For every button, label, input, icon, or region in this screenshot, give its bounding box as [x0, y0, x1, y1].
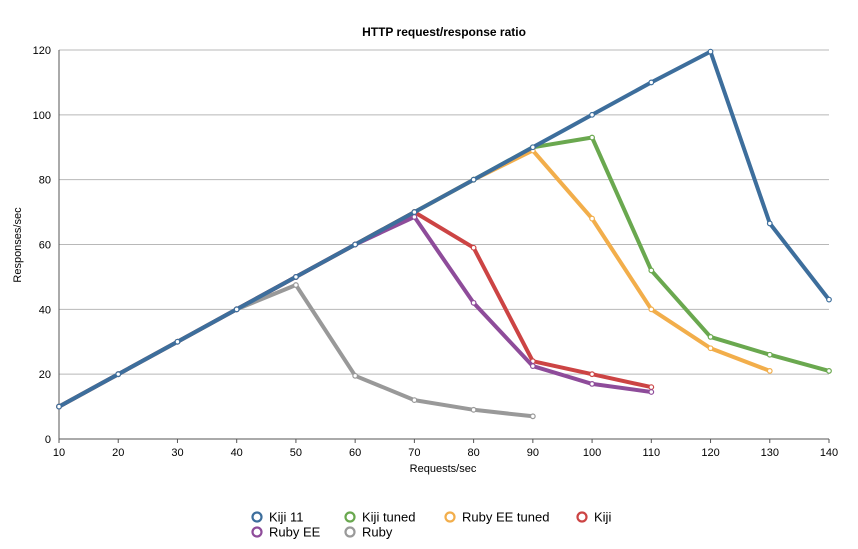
- series-kiji-11: [56, 48, 832, 410]
- data-point-kiji-11-140: [826, 296, 832, 303]
- data-point-kiji-tuned-110: [648, 267, 655, 274]
- data-point-ruby-ee-80: [470, 299, 477, 306]
- x-tick-label-40: 40: [231, 447, 243, 459]
- data-point-ruby-ee-tuned-120: [707, 345, 714, 352]
- x-tick-label-100: 100: [583, 447, 601, 459]
- data-point-kiji-11-20: [115, 371, 122, 378]
- data-point-kiji-11-80: [470, 176, 477, 183]
- data-point-kiji-tuned-120: [707, 333, 714, 340]
- data-point-kiji-tuned-100: [589, 134, 595, 141]
- legend-marker-ruby-ee: [251, 526, 263, 538]
- x-tick-label-110: 110: [643, 447, 661, 459]
- data-point-kiji-11-40: [233, 306, 240, 313]
- axes: [58, 50, 830, 443]
- legend: Kiji 11 Kiji tuned Ruby EE tuned Kiji Ruby E…: [251, 510, 611, 540]
- series-line-kiji-11: [57, 49, 831, 409]
- y-tick-labels: 0 20 40 60 80 100 120: [33, 45, 51, 446]
- data-point-kiji-110: [648, 384, 655, 391]
- data-point-ruby-70: [411, 397, 418, 404]
- x-tick-label-70: 70: [408, 447, 420, 459]
- legend-item-ruby: Ruby: [344, 525, 393, 540]
- series-ruby: [56, 282, 536, 420]
- data-point-ruby-ee-tuned-130: [766, 368, 773, 374]
- legend-label-kiji-11: Kiji 11: [269, 510, 303, 525]
- data-point-kiji-11-90: [529, 144, 536, 151]
- legend-marker-ruby-ee-tuned: [444, 511, 456, 523]
- series-line-kiji-tuned: [57, 135, 831, 409]
- data-point-kiji-11-10: [56, 403, 62, 410]
- x-axis-title: Requests/sec: [410, 463, 477, 475]
- x-tick-label-90: 90: [527, 447, 539, 459]
- legend-item-ruby-ee-tuned: Ruby EE tuned: [444, 510, 549, 525]
- legend-label-ruby-ee: Ruby EE: [269, 525, 321, 540]
- y-tick-label-80: 80: [39, 175, 51, 187]
- data-point-ruby-ee-110: [648, 389, 655, 395]
- series-kiji-tuned: [56, 134, 832, 410]
- chart-title: HTTP request/response ratio: [362, 25, 526, 39]
- series-line-ruby: [57, 283, 535, 419]
- data-point-kiji-11-120: [707, 48, 714, 55]
- y-tick-label-120: 120: [33, 45, 51, 57]
- data-point-ruby-50: [293, 282, 299, 288]
- series-lines: [56, 48, 832, 420]
- data-point-kiji-80: [470, 244, 477, 251]
- x-tick-label-60: 60: [349, 447, 361, 459]
- legend-marker-kiji-11: [251, 511, 263, 523]
- grid-lines: [59, 49, 829, 375]
- x-tick-label-120: 120: [701, 447, 719, 459]
- legend-label-ruby-ee-tuned: Ruby EE tuned: [462, 510, 549, 525]
- x-tick-label-20: 20: [112, 447, 124, 459]
- data-point-kiji-11-50: [293, 274, 299, 280]
- x-tick-label-130: 130: [761, 447, 779, 459]
- legend-item-ruby-ee: Ruby EE: [251, 525, 321, 540]
- x-tick-label-140: 140: [820, 447, 838, 459]
- data-point-ruby-ee-70: [411, 214, 418, 220]
- data-point-ruby-ee-100: [589, 380, 595, 387]
- y-tick-label-20: 20: [39, 369, 51, 381]
- data-point-kiji-11-70: [411, 209, 418, 215]
- data-point-ruby-60: [352, 372, 359, 379]
- x-tick-labels: 10 20 30 40 50 60 70 80 90 100 110 120 130 140: [53, 447, 838, 459]
- x-tick-label-10: 10: [53, 447, 65, 459]
- data-point-kiji-tuned-140: [826, 368, 832, 374]
- y-axis-title: Responses/sec: [12, 207, 24, 283]
- data-point-kiji-tuned-130: [766, 351, 773, 358]
- y-tick-label-40: 40: [39, 304, 51, 316]
- data-point-kiji-11-130: [766, 220, 773, 227]
- series-ruby-ee-tuned: [56, 147, 773, 410]
- data-point-kiji-11-110: [648, 79, 655, 86]
- x-tick-label-30: 30: [171, 447, 183, 459]
- data-point-ruby-80: [470, 406, 477, 413]
- data-point-kiji-11-30: [174, 338, 181, 345]
- x-tick-label-80: 80: [467, 447, 479, 459]
- data-point-ruby-ee-tuned-110: [648, 306, 655, 313]
- legend-marker-ruby: [344, 526, 356, 538]
- legend-item-kiji-11: Kiji 11: [251, 510, 303, 525]
- legend-marker-kiji-tuned: [344, 511, 356, 523]
- legend-marker-kiji: [576, 511, 588, 523]
- data-point-kiji-11-60: [352, 241, 359, 248]
- legend-label-kiji: Kiji: [594, 510, 611, 525]
- legend-item-kiji-tuned: Kiji tuned: [344, 510, 415, 525]
- data-point-ruby-90: [529, 413, 536, 420]
- data-point-ruby-ee-tuned-100: [589, 215, 595, 222]
- data-point-ruby-ee-90: [529, 363, 536, 369]
- legend-label-ruby: Ruby: [362, 525, 393, 540]
- data-point-kiji-11-100: [589, 111, 595, 118]
- y-tick-label-100: 100: [33, 110, 51, 122]
- y-tick-label-60: 60: [39, 240, 51, 252]
- legend-label-kiji-tuned: Kiji tuned: [362, 510, 415, 525]
- data-point-kiji-100: [589, 371, 595, 378]
- legend-item-kiji: Kiji: [576, 510, 611, 525]
- x-tick-label-50: 50: [290, 447, 302, 459]
- series-line-ruby-ee-tuned: [57, 148, 772, 409]
- y-tick-label-0: 0: [45, 434, 51, 446]
